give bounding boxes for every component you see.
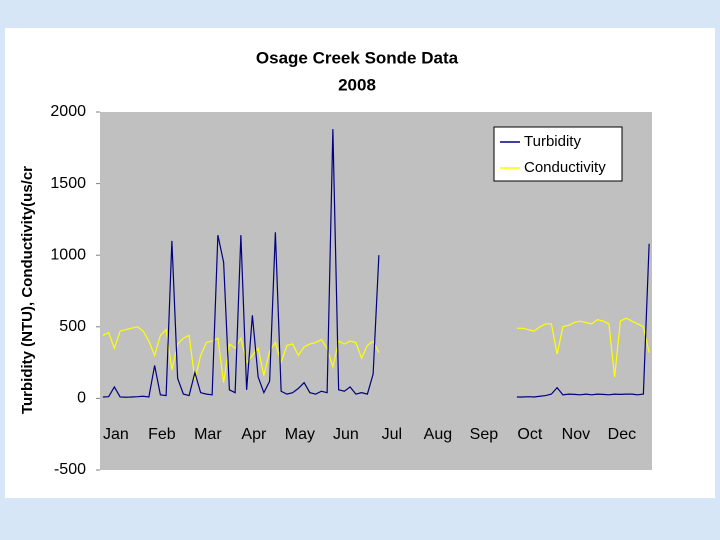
data-line: [102, 317, 650, 383]
legend-box: [493, 126, 623, 182]
x-tick-label: Apr: [241, 426, 267, 443]
chart-subtitle: 2008: [338, 75, 376, 94]
x-tick-label: Jul: [382, 426, 402, 443]
legend-label: Conductivity: [524, 159, 606, 176]
y-tick-label: 2000: [50, 103, 86, 120]
y-tick-label: 0: [77, 390, 86, 407]
x-tick-label: Mar: [194, 426, 222, 443]
x-tick-label: Nov: [562, 426, 590, 443]
x-tick-label: Jun: [333, 426, 359, 443]
x-tick-label: Sep: [470, 426, 499, 443]
x-tick-label: Jan: [103, 426, 129, 443]
x-tick-label: Oct: [517, 426, 542, 443]
data-line: [102, 129, 650, 398]
y-tick-label: 1000: [50, 246, 86, 263]
x-tick-label: Aug: [424, 426, 452, 443]
x-tick-label: Feb: [148, 426, 176, 443]
y-tick-label: -500: [54, 461, 86, 478]
chart-title: Osage Creek Sonde Data: [256, 48, 459, 67]
x-tick-label: Dec: [608, 426, 636, 443]
y-tick-label: 500: [59, 318, 86, 335]
x-tick-label: May: [285, 426, 315, 443]
y-tick-label: 1500: [50, 175, 86, 192]
y-axis-title: Turbidity (NTU), Conductivity(us/cr: [19, 166, 36, 414]
legend-label: Turbidity: [524, 133, 581, 150]
